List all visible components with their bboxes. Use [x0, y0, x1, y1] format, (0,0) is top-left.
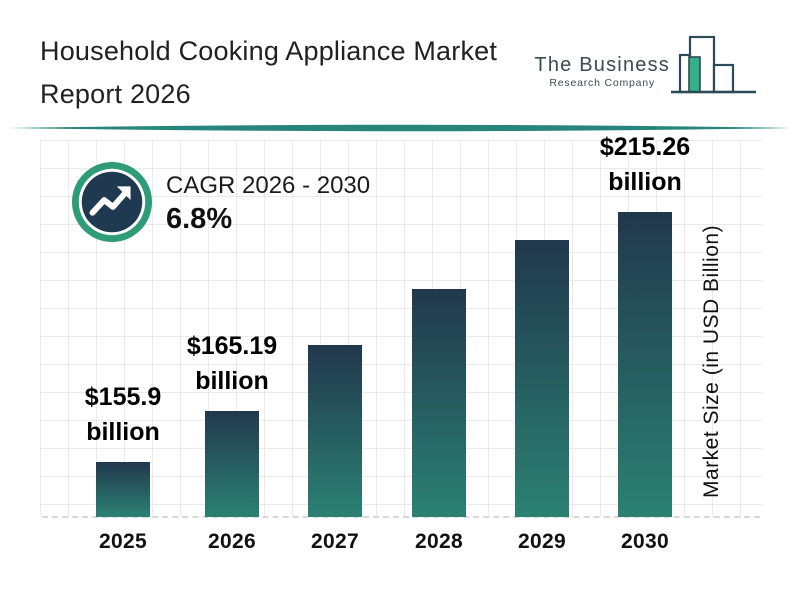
x-axis-label-2027: 2027 [311, 530, 359, 553]
bar-column-2030: $215.26 billion 2030 [600, 0, 690, 600]
chart-baseline [42, 516, 760, 518]
bar-value-label: $155.9 billion [38, 380, 208, 450]
bar-2026 [205, 411, 259, 517]
bar-skyline-icon [671, 35, 756, 94]
x-axis-label-2026: 2026 [208, 530, 256, 553]
bar-column-2025: $155.9 billion 2025 [85, 0, 161, 600]
logo-text: The Business Research Company [534, 54, 670, 89]
bar-value-line1: $215.26 [599, 133, 691, 161]
x-axis-label-2028: 2028 [415, 530, 463, 553]
bar-value-line1: $155.9 [84, 383, 162, 411]
trending-up-icon [71, 161, 153, 243]
bar-value-label: $165.19 billion [147, 329, 317, 399]
bar-2030 [618, 212, 672, 517]
divider [8, 124, 792, 132]
bar-value-line2: billion [195, 367, 269, 395]
bar-2029 [515, 240, 569, 517]
bar-value-line2: billion [86, 418, 160, 446]
bar-column-2027: 2027 [308, 0, 362, 600]
bar-column-2026: $165.19 billion 2026 [187, 0, 277, 600]
bar-2027 [308, 345, 362, 517]
bar-column-2029: 2029 [515, 0, 569, 600]
logo-subname: Research Company [549, 77, 655, 89]
title-line-2: Report 2026 [40, 79, 191, 109]
bar-2028 [412, 289, 466, 517]
bar-value-label: $215.26 billion [560, 130, 730, 200]
company-logo: The Business Research Company [534, 34, 758, 98]
x-axis-label-2025: 2025 [99, 530, 147, 553]
logo-name: The Business [534, 54, 670, 76]
bar-value-line2: billion [608, 168, 682, 196]
x-axis-label-2029: 2029 [518, 530, 566, 553]
cagr-value: 6.8% [166, 203, 233, 235]
bar-column-2028: 2028 [412, 0, 466, 600]
y-axis-label: Market Size (in USD Billion) [700, 224, 723, 498]
cagr-label: CAGR 2026 - 2030 [166, 172, 371, 199]
page-title: Household Cooking Appliance Market Repor… [40, 30, 497, 116]
bar-2025 [96, 462, 150, 517]
bar-value-line1: $165.19 [186, 332, 278, 360]
x-axis-label-2030: 2030 [621, 530, 669, 553]
title-line-1: Household Cooking Appliance Market [40, 36, 498, 66]
